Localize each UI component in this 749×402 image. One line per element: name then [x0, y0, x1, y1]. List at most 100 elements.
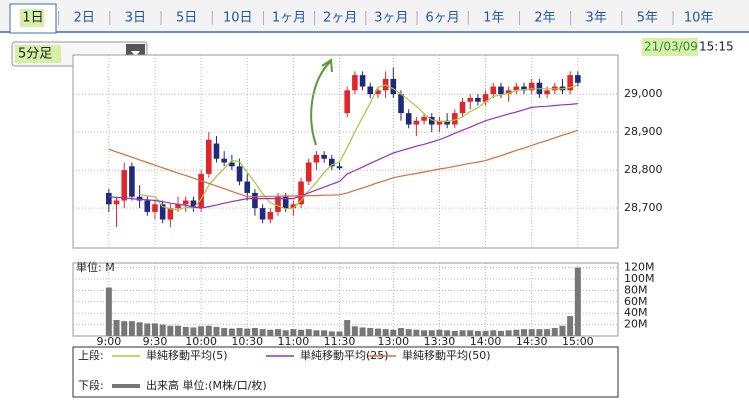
volume-bar — [182, 326, 189, 336]
legend-label: 単純移動平均(25) — [300, 348, 389, 362]
candle-body — [490, 86, 497, 95]
volume-bar — [151, 323, 158, 336]
tab[interactable]: 5日 — [176, 11, 197, 26]
volume-bar — [121, 321, 128, 336]
volume-bar — [290, 329, 297, 336]
y-tick-label: 80M — [624, 283, 648, 296]
y-tick-label: 40M — [624, 306, 648, 319]
volume-bar — [105, 287, 112, 336]
volume-bar — [136, 322, 143, 336]
tab[interactable]: 3ヶ月 — [374, 11, 408, 26]
volume-bar — [405, 329, 412, 336]
y-tick-label: 28,700 — [624, 201, 663, 214]
tab[interactable]: 3年 — [586, 11, 607, 26]
candle-body — [575, 75, 581, 83]
candle-body — [136, 196, 143, 201]
candle-body — [275, 196, 281, 212]
volume-bar — [305, 329, 312, 336]
candle-body — [421, 116, 427, 121]
volume-bar — [167, 325, 174, 336]
volume-bar — [244, 328, 251, 336]
candle-body — [475, 97, 481, 102]
candle-body — [505, 90, 512, 95]
volume-bar — [490, 330, 497, 336]
x-tick-label: 13:00 — [377, 335, 409, 348]
legend-label: 単純移動平均(50) — [402, 348, 491, 362]
legend-label: 単純移動平均(5) — [146, 348, 228, 362]
volume-bar — [574, 267, 581, 336]
volume-bar — [344, 320, 351, 336]
volume-bar — [321, 330, 328, 336]
volume-bar — [474, 330, 481, 336]
candle-body — [352, 75, 358, 91]
volume-bar — [382, 329, 389, 336]
candle-body — [459, 101, 466, 114]
legend-lower: 下段: — [78, 378, 104, 392]
volume-bar — [190, 327, 197, 336]
volume-bar — [374, 328, 381, 336]
volume-bar — [444, 330, 451, 336]
volume-bar — [128, 321, 135, 336]
volume-bar — [221, 328, 228, 336]
volume-bar — [451, 330, 458, 336]
volume-bar — [459, 330, 466, 336]
candle-body — [190, 200, 197, 209]
candle-body — [229, 162, 235, 167]
tab[interactable]: 3日 — [125, 11, 146, 26]
tab[interactable]: 10日 — [223, 11, 253, 26]
tab[interactable]: 1年 — [483, 11, 504, 26]
x-tick-label: 15:00 — [562, 335, 594, 348]
candle-body — [344, 90, 350, 114]
candle-body — [359, 75, 366, 87]
y-tick-label: 20M — [624, 318, 648, 331]
x-tick-label: 9:00 — [96, 335, 121, 348]
volume-bar — [536, 329, 543, 336]
volume-bar — [467, 330, 474, 336]
volume-bar — [559, 325, 566, 336]
time: 15:15 — [699, 40, 734, 54]
tab[interactable]: 1ヶ月 — [272, 11, 306, 26]
volume-bar — [251, 328, 258, 336]
tab[interactable]: 10年 — [684, 11, 714, 26]
y-tick-label: 60M — [624, 295, 648, 308]
candle-body — [521, 86, 527, 91]
candle-body — [244, 181, 251, 193]
x-tick-label: 14:00 — [470, 335, 502, 348]
volume-bar — [390, 329, 397, 336]
volume-bar — [482, 330, 489, 336]
tab[interactable]: 6ヶ月 — [425, 11, 459, 26]
volume-bar — [505, 330, 512, 336]
candle-body — [144, 200, 151, 212]
moving-average-line — [108, 129, 579, 198]
candle-body — [305, 162, 312, 182]
candle-body — [398, 94, 404, 114]
moving-average-line — [108, 103, 578, 209]
tab[interactable]: 5年 — [637, 11, 658, 26]
legend-label: 出来高 単位:(M株/口/枚) — [146, 378, 267, 392]
volume-bar — [175, 325, 182, 336]
annotation-arrow — [310, 58, 333, 146]
legend-upper: 上段: — [78, 348, 104, 362]
candle-body — [482, 94, 489, 102]
candle-body — [106, 192, 112, 205]
y-tick-label: 100M — [624, 272, 655, 285]
candle-body — [252, 192, 258, 209]
date: 21/03/09 — [644, 40, 698, 54]
candle-body — [121, 170, 128, 201]
candle-body — [198, 173, 204, 209]
candle-body — [159, 204, 166, 220]
highlight — [20, 9, 44, 27]
volume-bar — [551, 328, 558, 336]
candle-body — [129, 166, 135, 197]
legend-box — [72, 346, 619, 398]
candle-body — [182, 200, 189, 205]
tab[interactable]: 2年 — [534, 11, 555, 26]
volume-bar — [274, 329, 281, 336]
tab[interactable]: 2日 — [74, 11, 95, 26]
highlight — [15, 45, 61, 63]
tab[interactable]: 1日 — [22, 11, 43, 26]
tab[interactable]: 2ヶ月 — [323, 11, 357, 26]
volume-bar — [413, 329, 420, 336]
candle-body — [267, 211, 274, 220]
